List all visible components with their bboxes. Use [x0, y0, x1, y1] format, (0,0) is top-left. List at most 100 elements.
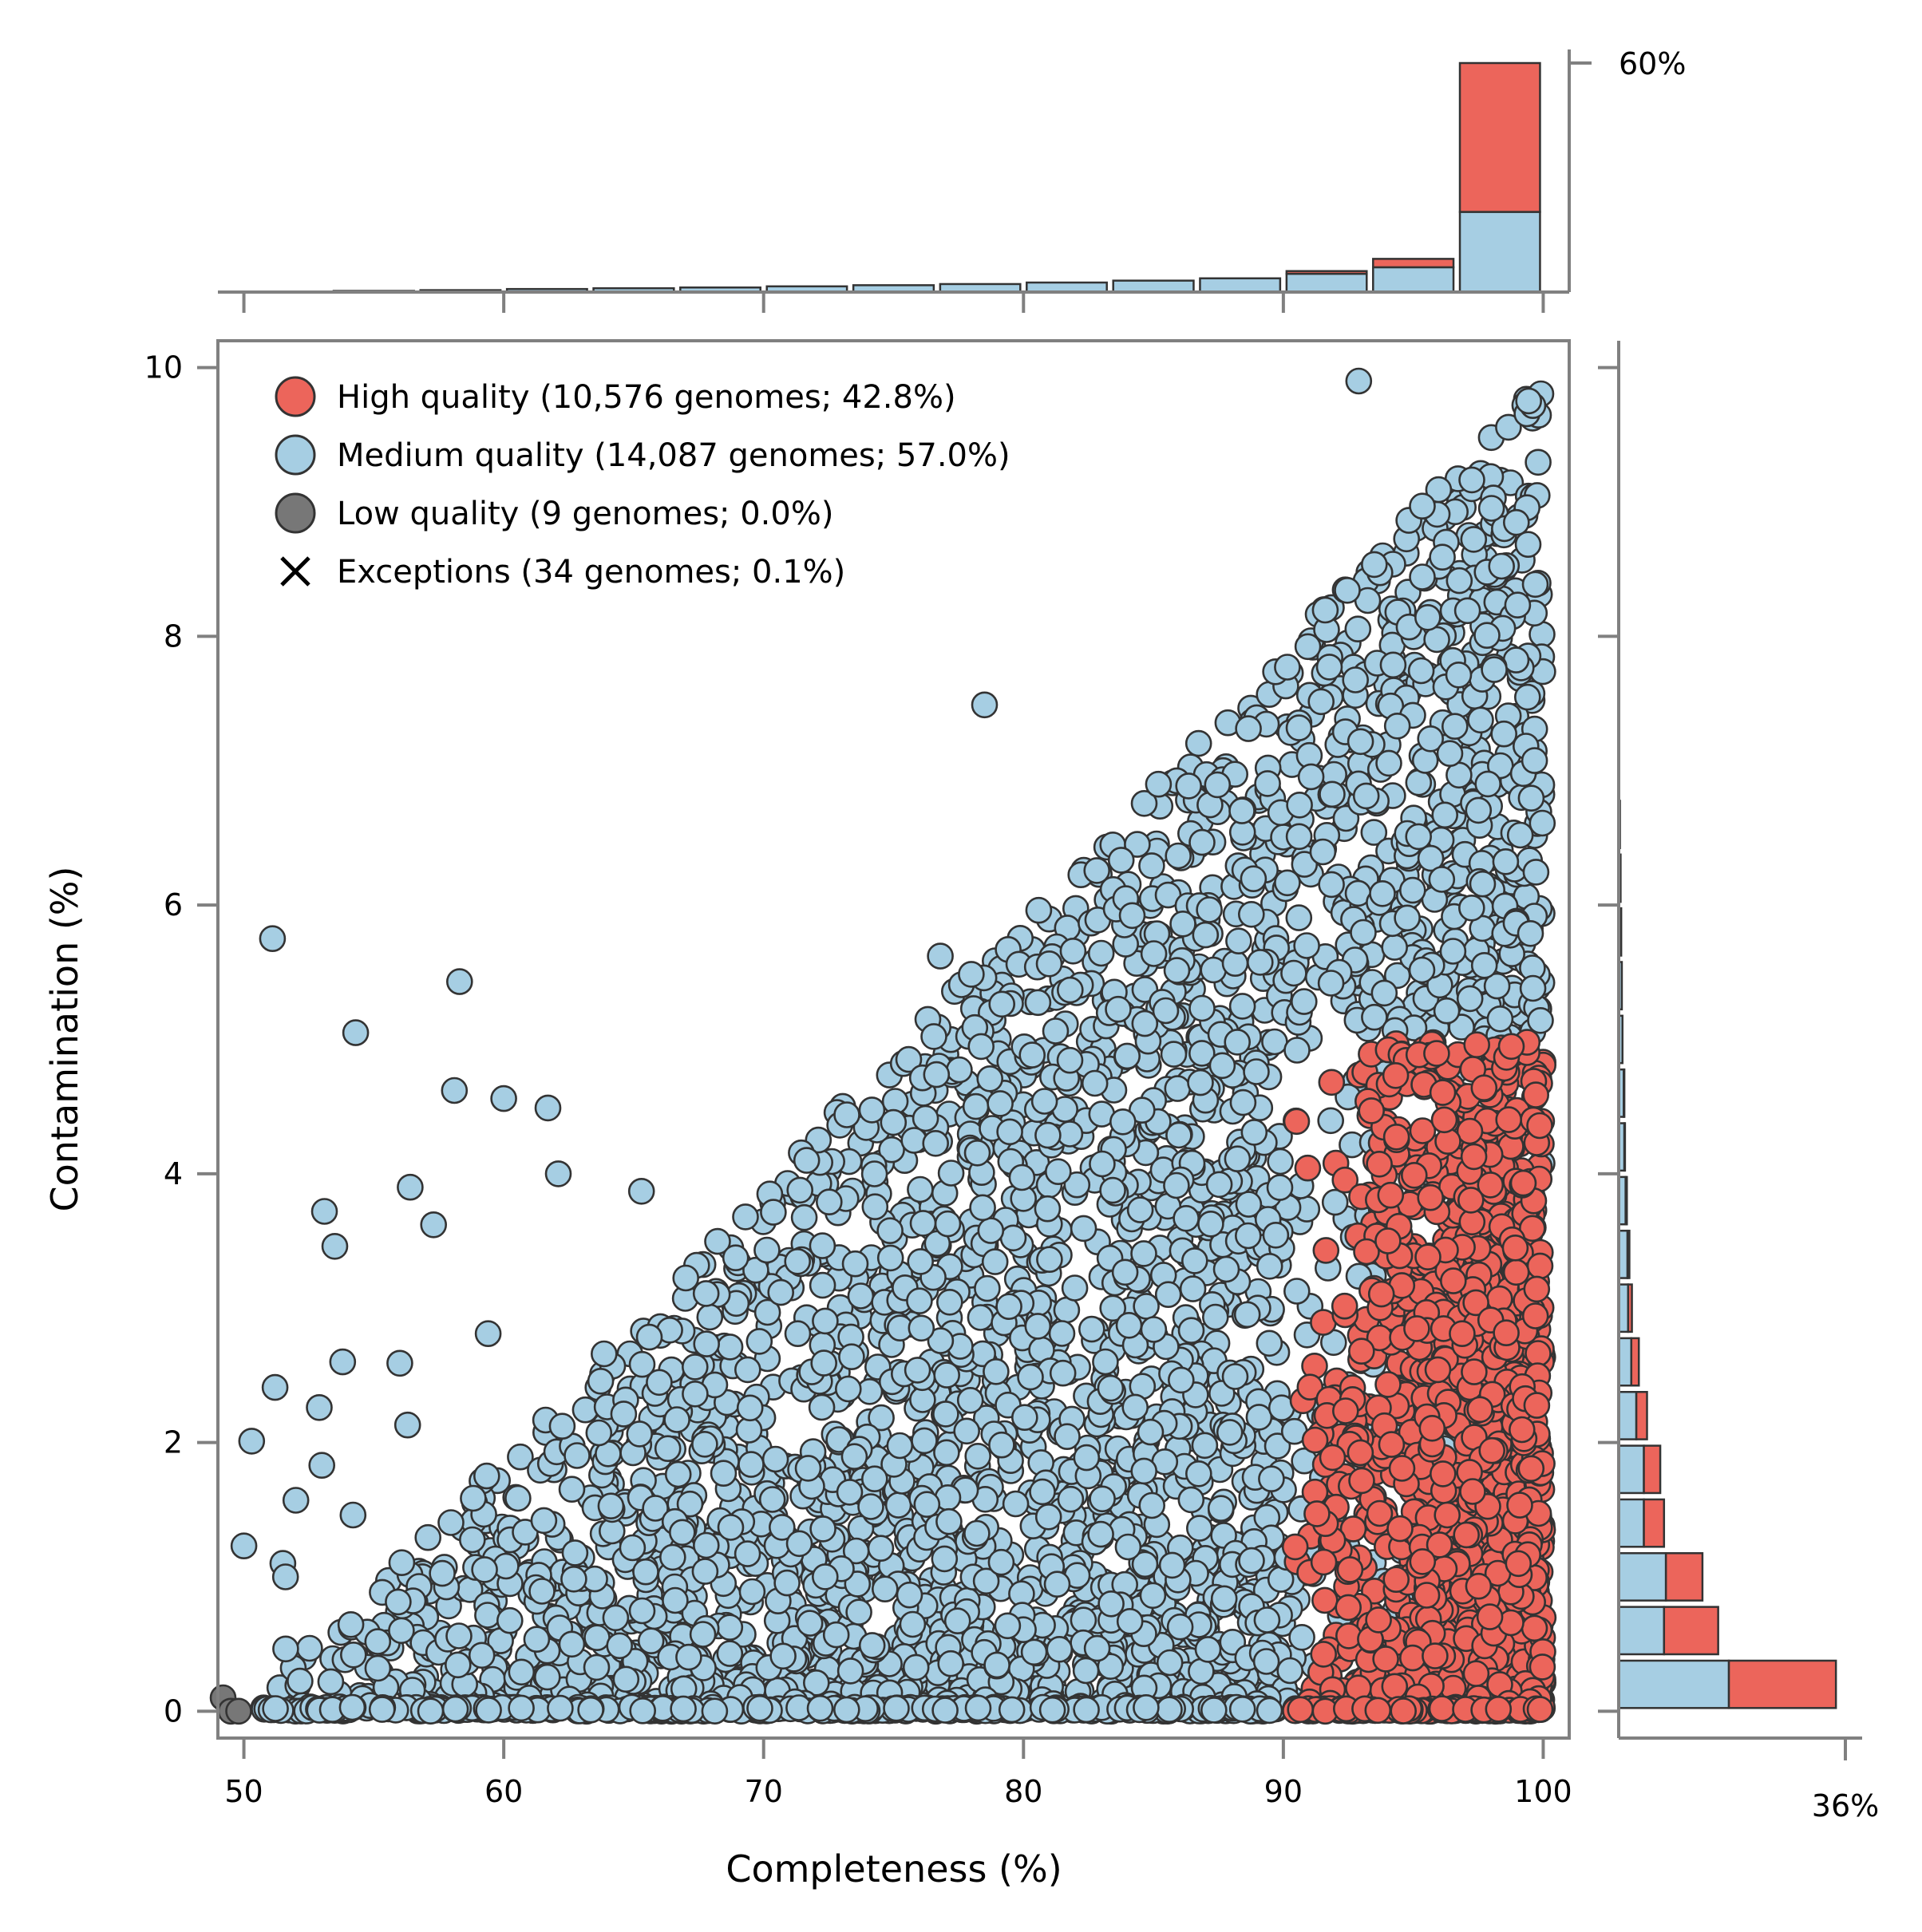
scatter-point	[1276, 1657, 1303, 1685]
scatter-point	[1303, 1500, 1331, 1527]
scatter-point	[602, 1604, 630, 1632]
scatter-point	[1221, 1363, 1249, 1390]
scatter-point	[1429, 543, 1456, 571]
scatter-point	[385, 1588, 412, 1616]
scatter-point	[858, 1632, 886, 1659]
scatter-point	[364, 1654, 392, 1682]
scatter-point	[1369, 880, 1396, 907]
scatter-point	[886, 1432, 914, 1460]
scatter-point	[272, 1635, 299, 1663]
scatter-point	[629, 1697, 657, 1725]
scatter-point	[1240, 865, 1267, 892]
scatter-point	[672, 1264, 700, 1292]
scatter-point	[1364, 1697, 1392, 1725]
scatter-point	[441, 1695, 469, 1723]
scatter-point	[904, 1357, 931, 1384]
scatter-point	[1509, 1416, 1536, 1444]
scatter-point	[1130, 1240, 1157, 1267]
scatter-point	[693, 1330, 721, 1357]
scatter-point	[1266, 1174, 1294, 1201]
scatter-point	[962, 1092, 990, 1120]
scatter-point	[1188, 1040, 1216, 1067]
scatter-point	[1317, 970, 1345, 997]
scatter-point	[806, 1694, 834, 1722]
scatter-point	[306, 1394, 333, 1421]
scatter-point	[1038, 1696, 1066, 1724]
scatter-point	[987, 1090, 1014, 1117]
scatter-point	[507, 1443, 534, 1471]
scatter-point	[1046, 1636, 1074, 1663]
scatter-point	[339, 1642, 367, 1669]
scatter-point	[1374, 1371, 1402, 1398]
scatter-point	[1336, 1556, 1364, 1583]
scatter-point	[1243, 1058, 1270, 1085]
scatter-point	[1221, 950, 1249, 977]
scatter-point	[802, 1669, 830, 1697]
scatter-point	[1294, 1154, 1322, 1182]
scatter-point	[1465, 1572, 1493, 1600]
scatter-point	[1036, 1246, 1063, 1273]
scatter-point	[872, 1575, 899, 1602]
scatter-point	[738, 1578, 766, 1606]
scatter-point	[1083, 857, 1110, 884]
scatter-point	[1467, 706, 1494, 734]
scatter-point	[983, 1651, 1010, 1679]
scatter-point	[833, 1101, 860, 1128]
scatter-point	[1474, 770, 1501, 798]
scatter-point	[635, 1323, 663, 1351]
scatter-point	[1030, 1088, 1058, 1115]
scatter-point	[1461, 1358, 1488, 1385]
scatter-point	[1163, 1171, 1190, 1199]
scatter-point	[836, 1479, 864, 1506]
scatter-point	[981, 1248, 1009, 1275]
scatter-point	[758, 1486, 786, 1513]
scatter-point	[1089, 1485, 1116, 1513]
scatter-point	[287, 1667, 314, 1695]
scatter-point	[1521, 747, 1548, 774]
scatter-point	[1228, 993, 1256, 1020]
scatter-point	[230, 1532, 258, 1559]
scatter-point	[1382, 1124, 1410, 1151]
scatter-point	[1165, 1121, 1192, 1149]
scatter-point	[474, 1602, 501, 1629]
x-tick-label: 50	[224, 1774, 263, 1809]
scatter-point	[1089, 1150, 1116, 1178]
scatter-point	[1407, 657, 1435, 685]
scatter-point	[1334, 576, 1361, 604]
scatter-point	[784, 1248, 812, 1275]
scatter-point	[1506, 1491, 1533, 1519]
scatter-point	[696, 1303, 724, 1331]
scatter-point	[1061, 1274, 1089, 1302]
scatter-point	[899, 1610, 927, 1638]
scatter-point	[296, 1634, 323, 1662]
scatter-point	[1287, 1696, 1314, 1724]
scatter-point	[745, 1328, 773, 1355]
scatter-point	[583, 1624, 611, 1651]
scatter-point	[1291, 851, 1319, 878]
scatter-point	[475, 1697, 502, 1724]
scatter-point	[1379, 651, 1407, 679]
x-axis-title: Completeness (%)	[726, 1847, 1062, 1891]
scatter-point	[1140, 1316, 1168, 1343]
scatter-point	[547, 1694, 574, 1722]
scatter-point	[1240, 1119, 1268, 1146]
y-axis-title: Contamination (%)	[43, 867, 86, 1212]
scatter-point	[769, 1642, 797, 1670]
scatter-point	[1238, 901, 1265, 928]
scatter-point	[692, 1280, 720, 1307]
scatter-point	[722, 1244, 749, 1271]
scatter-point	[836, 1657, 864, 1685]
scatter-point	[1210, 1585, 1238, 1613]
scatter-point	[1235, 1191, 1263, 1218]
scatter-point	[911, 1427, 938, 1455]
scatter-point	[533, 1663, 561, 1691]
scatter-point	[967, 1033, 995, 1061]
scatter-point	[437, 1509, 465, 1536]
scatter-point	[1133, 1694, 1160, 1721]
scatter-point	[868, 1404, 895, 1432]
scatter-point	[716, 1640, 744, 1667]
scatter-point	[996, 1118, 1023, 1146]
scatter-point	[523, 1626, 551, 1653]
scatter-point	[1436, 740, 1464, 768]
scatter-point	[1238, 1547, 1265, 1574]
